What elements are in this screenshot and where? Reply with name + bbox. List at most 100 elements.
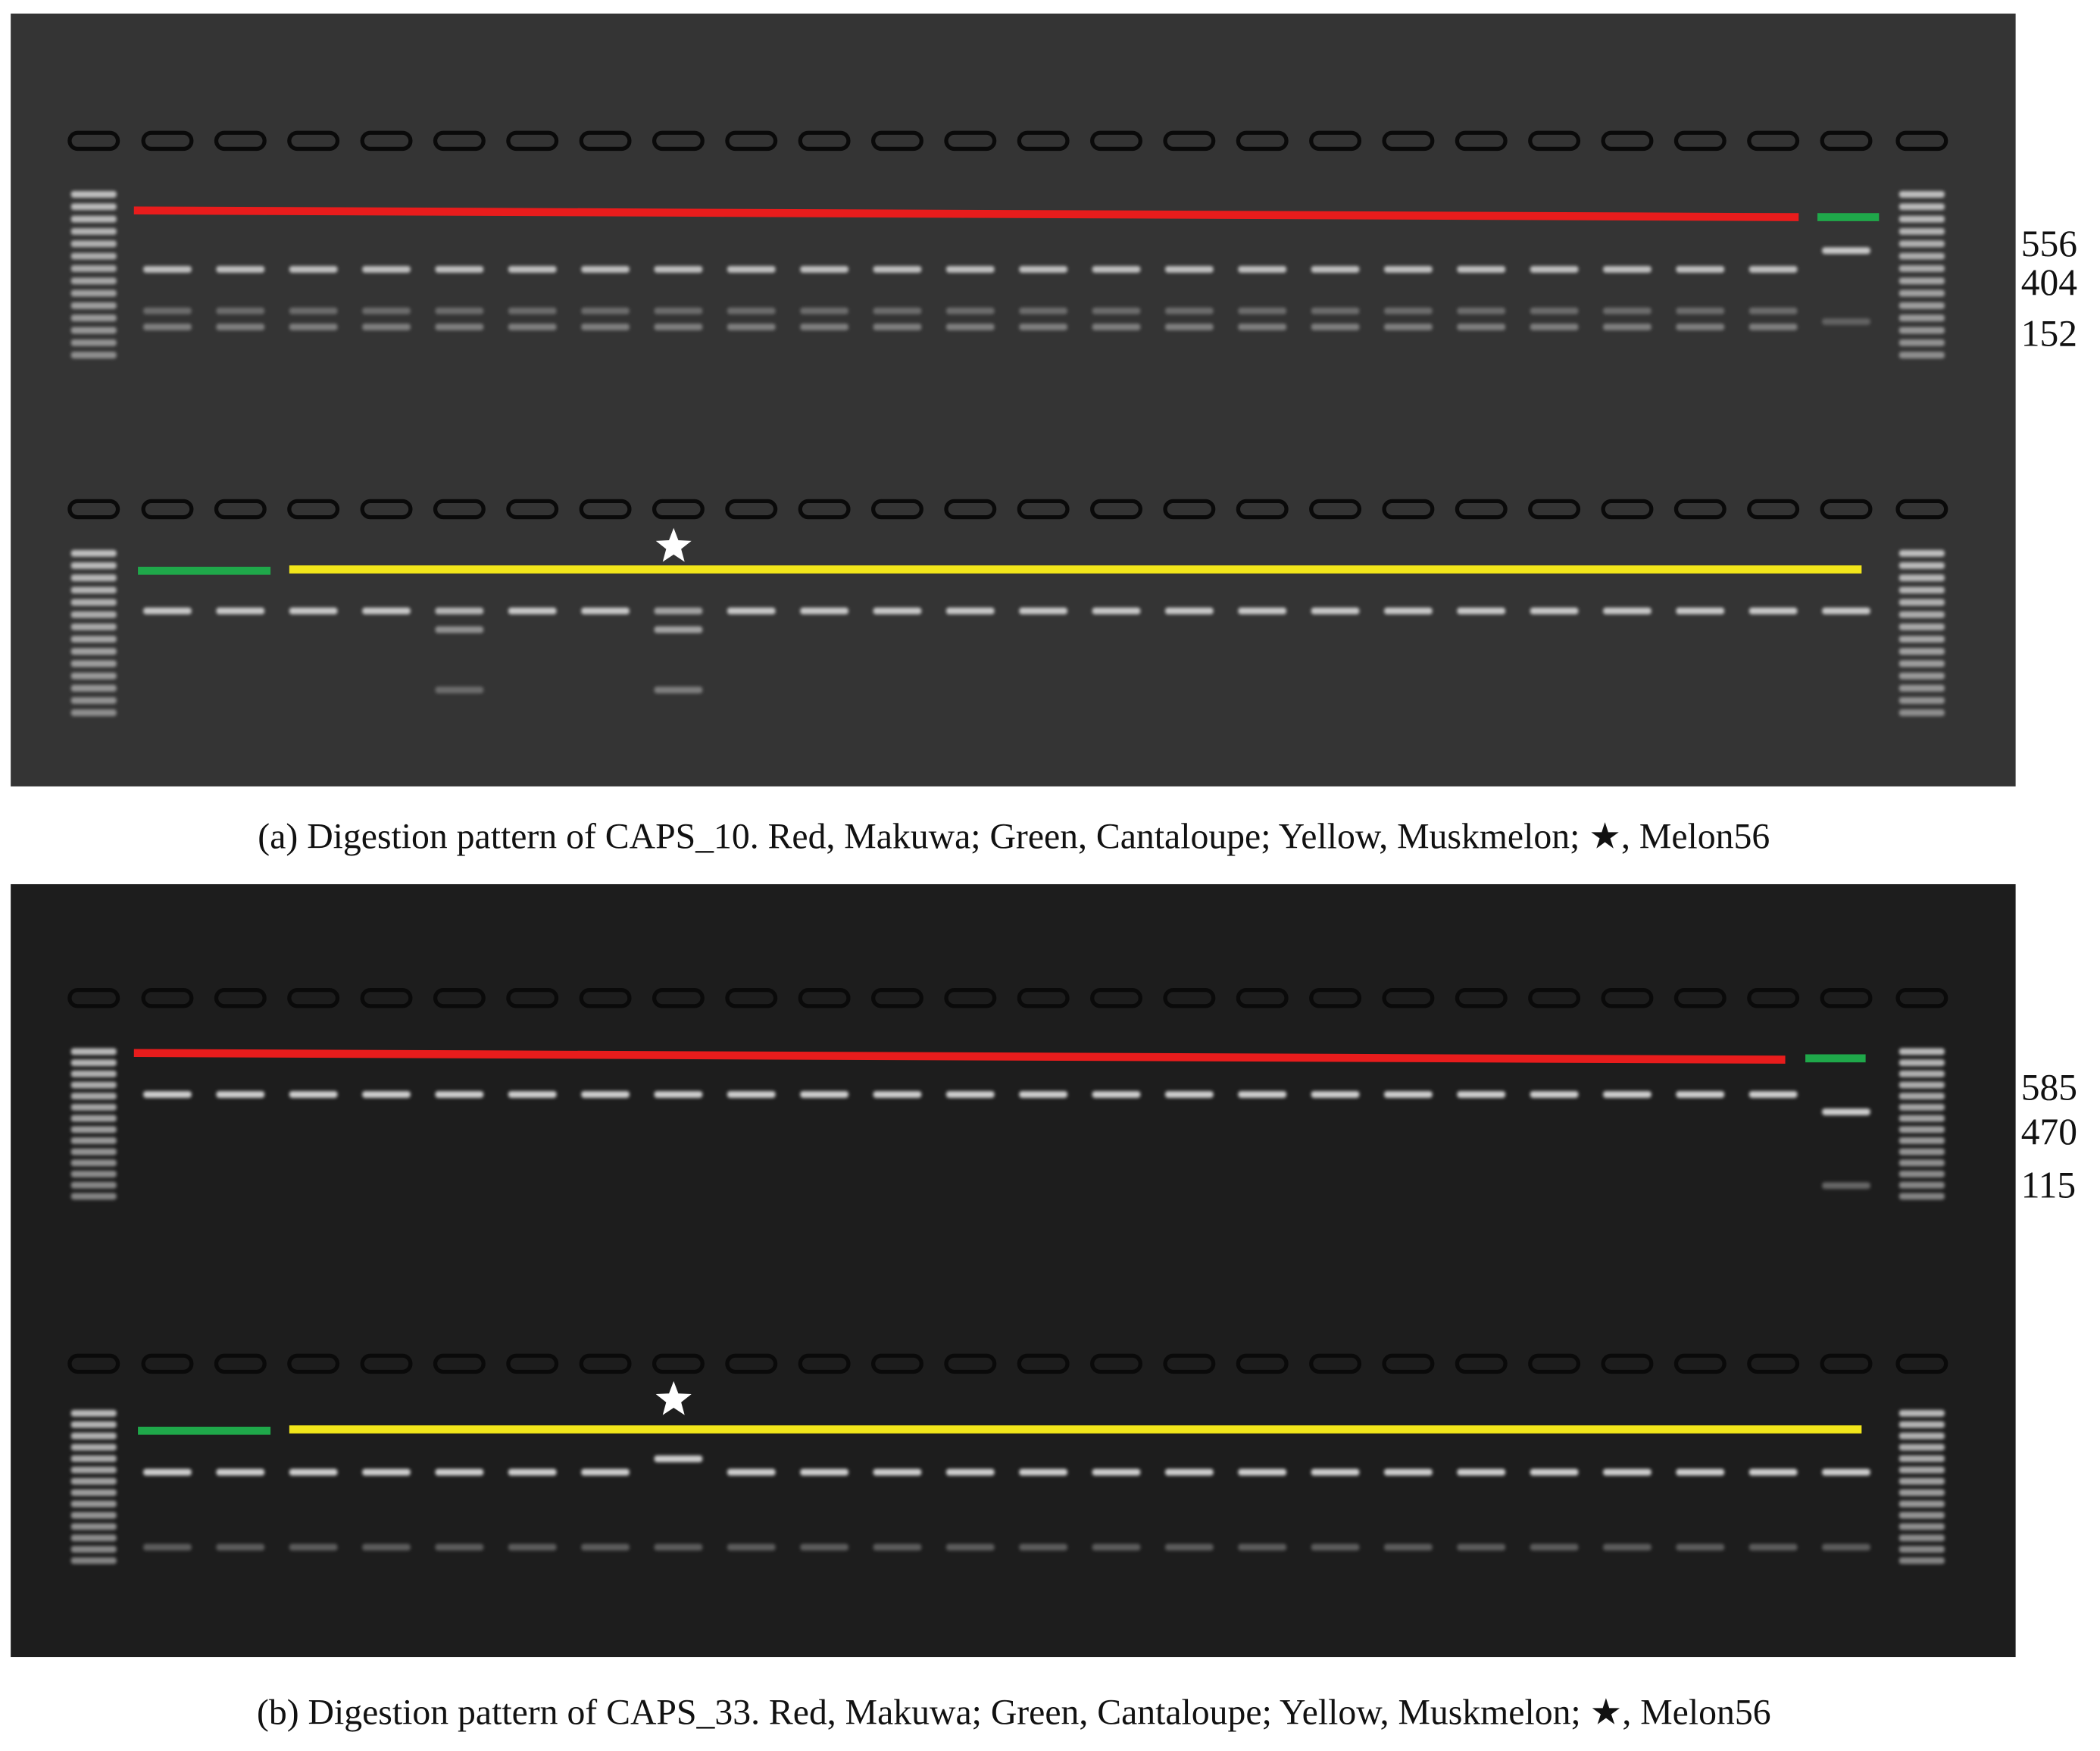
band — [289, 607, 338, 614]
band — [1898, 1557, 1945, 1565]
band — [216, 266, 265, 273]
band — [1898, 1466, 1945, 1474]
band — [727, 324, 776, 330]
well — [1090, 130, 1142, 152]
well — [141, 1353, 194, 1374]
caption: (b) Digestion pattern of CAPS_33. Red, M… — [257, 1692, 1771, 1732]
band — [289, 1468, 338, 1476]
band — [1898, 636, 1945, 643]
band — [1898, 289, 1945, 297]
well — [579, 130, 632, 152]
band — [216, 1543, 265, 1551]
well — [360, 499, 413, 520]
well — [506, 1353, 559, 1374]
well — [287, 499, 340, 520]
band — [1530, 1091, 1579, 1098]
band — [70, 1477, 117, 1485]
band — [1311, 1091, 1360, 1098]
band — [1019, 1091, 1067, 1098]
well — [1895, 987, 1948, 1008]
well — [1528, 499, 1581, 520]
band — [1676, 1543, 1725, 1551]
band — [70, 1048, 117, 1055]
well — [1455, 499, 1508, 520]
band — [289, 1091, 338, 1098]
band — [70, 1523, 117, 1531]
band — [70, 672, 117, 680]
band — [1676, 324, 1725, 330]
band — [70, 252, 117, 260]
band — [1530, 1468, 1579, 1476]
well — [1236, 130, 1289, 152]
band — [1311, 307, 1360, 314]
band — [1530, 324, 1579, 330]
band — [654, 324, 703, 330]
band — [216, 307, 265, 314]
well — [360, 130, 413, 152]
well — [1747, 1353, 1800, 1374]
band — [654, 307, 703, 314]
band — [945, 1543, 995, 1551]
band — [873, 1091, 922, 1098]
well — [1309, 1353, 1362, 1374]
band — [70, 302, 117, 309]
band — [435, 626, 484, 633]
band — [1748, 1091, 1798, 1098]
well — [1382, 1353, 1435, 1374]
well — [579, 987, 632, 1008]
band — [70, 1455, 117, 1462]
band — [70, 697, 117, 704]
well — [67, 499, 120, 520]
band — [1384, 607, 1433, 614]
band — [1898, 1512, 1945, 1519]
band — [800, 1091, 848, 1098]
well — [1528, 1353, 1581, 1374]
band — [70, 1534, 117, 1542]
band — [945, 266, 995, 273]
band — [1238, 1468, 1287, 1476]
band — [1748, 266, 1798, 273]
band — [1898, 1500, 1945, 1508]
band — [1898, 599, 1945, 606]
band — [1898, 314, 1945, 322]
well — [798, 130, 851, 152]
band — [1898, 203, 1945, 211]
band — [70, 562, 117, 569]
band — [143, 1543, 192, 1551]
well — [1017, 1353, 1070, 1374]
band — [581, 1091, 630, 1098]
size-label: 115 — [2021, 1165, 2076, 1206]
well — [67, 130, 120, 152]
band — [1384, 1543, 1433, 1551]
band — [1822, 1182, 1870, 1190]
size-label: 556 — [2021, 223, 2077, 264]
well — [1017, 499, 1070, 520]
band — [1898, 549, 1945, 557]
band — [727, 307, 776, 314]
band — [1238, 607, 1287, 614]
band — [70, 611, 117, 618]
well — [579, 499, 632, 520]
band — [1898, 1181, 1945, 1189]
band — [1019, 1543, 1067, 1551]
band — [1238, 324, 1287, 330]
band — [1676, 307, 1725, 314]
well — [1673, 987, 1727, 1008]
band — [1898, 624, 1945, 630]
band — [70, 1557, 117, 1565]
well — [944, 1353, 997, 1374]
band — [1822, 247, 1870, 255]
band — [1898, 672, 1945, 680]
band — [70, 709, 117, 717]
band — [1603, 607, 1652, 614]
band — [1092, 1091, 1141, 1098]
well — [214, 1353, 267, 1374]
band — [435, 686, 484, 694]
well — [798, 1353, 851, 1374]
well — [652, 987, 705, 1008]
band — [581, 1543, 630, 1551]
band — [1898, 709, 1945, 717]
band — [800, 1468, 848, 1476]
band — [1165, 1468, 1214, 1476]
size-label: 404 — [2021, 261, 2077, 303]
